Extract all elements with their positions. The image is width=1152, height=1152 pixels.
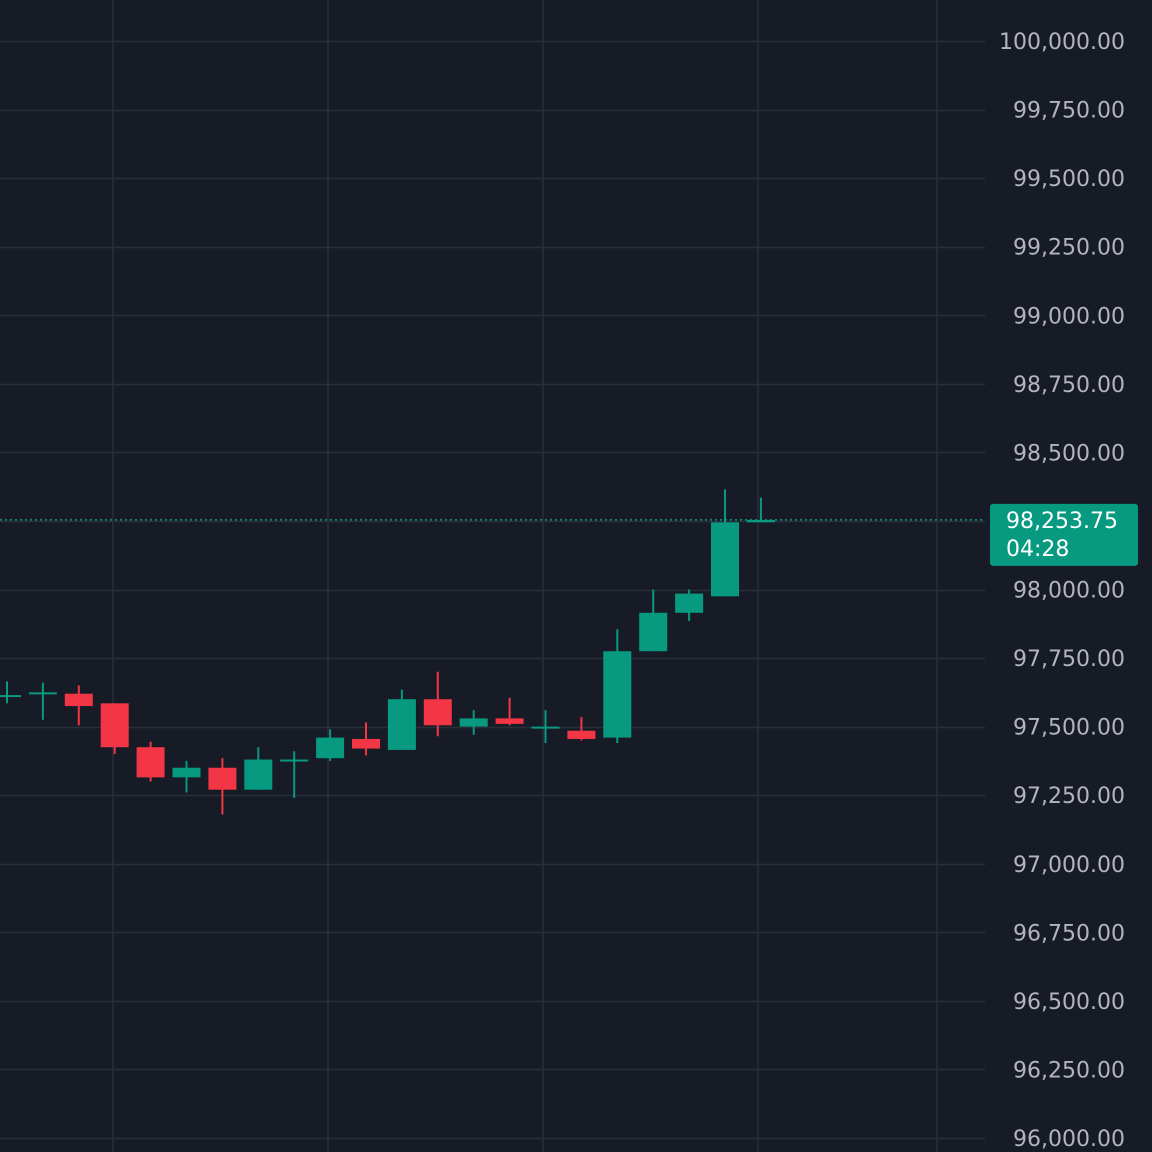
bullish-candle (711, 489, 739, 597)
price-tick-label: 98,000.00 (1013, 579, 1125, 604)
price-tick-label: 96,500.00 (1013, 990, 1125, 1015)
candle-body (280, 759, 309, 762)
candle-body (352, 738, 380, 749)
price-tick-label: 97,750.00 (1013, 647, 1125, 672)
bullish-candle (244, 747, 273, 790)
bearish-candle (495, 697, 524, 726)
bearish-candle (136, 741, 165, 782)
candle-body (746, 519, 775, 523)
price-tick-label: 99,000.00 (1013, 304, 1125, 329)
price-tick-label: 96,000.00 (1013, 1127, 1125, 1152)
candle-body (639, 612, 668, 652)
candle-body (423, 699, 452, 726)
price-tick-label: 98,500.00 (1013, 441, 1125, 466)
bullish-candle (603, 629, 632, 744)
bearish-candle (208, 758, 237, 815)
candle-body (711, 522, 739, 597)
candle-body (495, 718, 524, 724)
price-tick-label: 96,250.00 (1013, 1058, 1125, 1083)
bullish-candle (675, 589, 704, 622)
candle-body (64, 693, 93, 707)
bullish-candle (28, 682, 57, 720)
bullish-candle (746, 497, 775, 523)
price-tick-label: 98,750.00 (1013, 373, 1125, 398)
candle-body (100, 703, 129, 748)
price-tick-label: 100,000.00 (999, 30, 1125, 55)
price-tick-label: 99,750.00 (1013, 99, 1125, 124)
candle-body (567, 730, 596, 739)
bullish-candle (531, 710, 560, 744)
candle-body (208, 767, 237, 790)
price-tick-label: 99,250.00 (1013, 236, 1125, 261)
last-price-badge (990, 503, 1138, 566)
bullish-candle (316, 729, 345, 761)
bullish-candle (387, 689, 416, 750)
candle-body (603, 651, 632, 738)
price-tick-label: 99,500.00 (1013, 167, 1125, 192)
bullish-candle (280, 751, 309, 798)
last-price-marker: 98,253.75 04:28 (0, 503, 1138, 566)
bullish-candle (639, 589, 668, 652)
bearish-candle (64, 685, 93, 726)
candles (0, 489, 775, 815)
bearish-candle (567, 717, 596, 741)
candle-body (675, 593, 704, 613)
candle-body (28, 692, 57, 695)
candle-body (244, 759, 273, 790)
candle-countdown: 04:28 (1006, 537, 1069, 562)
candle-body (459, 718, 488, 727)
candle-body (531, 726, 560, 729)
price-axis[interactable]: 100,000.00 99,750.00 99,500.00 99,250.00 99,… (999, 30, 1125, 1152)
bearish-candle (352, 722, 380, 756)
price-tick-label: 96,750.00 (1013, 921, 1125, 946)
bearish-candle (423, 671, 452, 737)
candle-body (387, 699, 416, 750)
candle-body (316, 737, 345, 759)
bullish-candle (0, 681, 21, 704)
price-tick-label: 97,250.00 (1013, 784, 1125, 809)
bearish-candle (100, 703, 129, 755)
candle-body (0, 695, 21, 698)
bullish-candle (459, 710, 488, 735)
bullish-candle (172, 760, 201, 793)
candle-body (136, 747, 165, 778)
price-tick-label: 97,500.00 (1013, 716, 1125, 741)
last-price-label: 98,253.75 (1006, 509, 1118, 534)
grid-lines (0, 0, 985, 1152)
candle-body (172, 767, 201, 778)
price-tick-label: 97,000.00 (1013, 853, 1125, 878)
